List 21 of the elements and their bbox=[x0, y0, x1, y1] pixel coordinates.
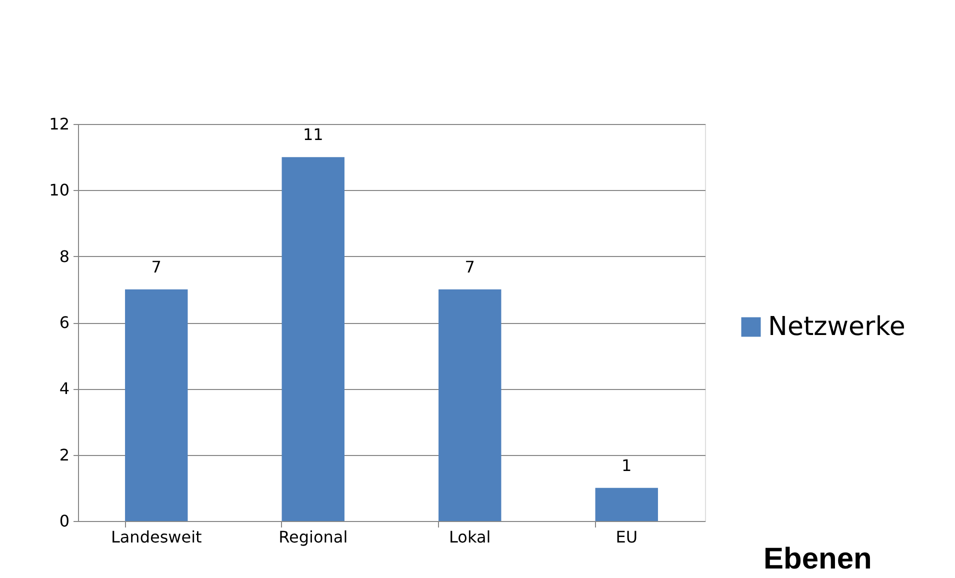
x-axis-title: Ebenen bbox=[764, 542, 872, 576]
y-tick-label: 8 bbox=[59, 246, 70, 266]
y-tick-label: 6 bbox=[59, 313, 70, 332]
y-tick-label: 12 bbox=[49, 114, 70, 134]
data-label: 1 bbox=[622, 456, 632, 475]
y-tick-label: 10 bbox=[49, 180, 70, 200]
legend-label: Netzwerke bbox=[768, 312, 906, 342]
y-tick-label: 4 bbox=[59, 379, 70, 398]
y-tick-label: 0 bbox=[59, 512, 70, 530]
bar bbox=[125, 289, 188, 521]
data-label: 7 bbox=[151, 257, 162, 276]
bar bbox=[438, 289, 502, 521]
data-label: 7 bbox=[464, 257, 475, 276]
bar bbox=[595, 488, 658, 521]
x-tick-label: Lokal bbox=[449, 528, 491, 546]
y-tick-label: 2 bbox=[59, 445, 70, 464]
x-tick-label: Landesweit bbox=[110, 528, 202, 546]
x-tick-label: Regional bbox=[278, 528, 348, 546]
bar bbox=[282, 157, 344, 521]
x-tick-label: EU bbox=[616, 528, 638, 546]
data-label: 11 bbox=[302, 125, 324, 144]
